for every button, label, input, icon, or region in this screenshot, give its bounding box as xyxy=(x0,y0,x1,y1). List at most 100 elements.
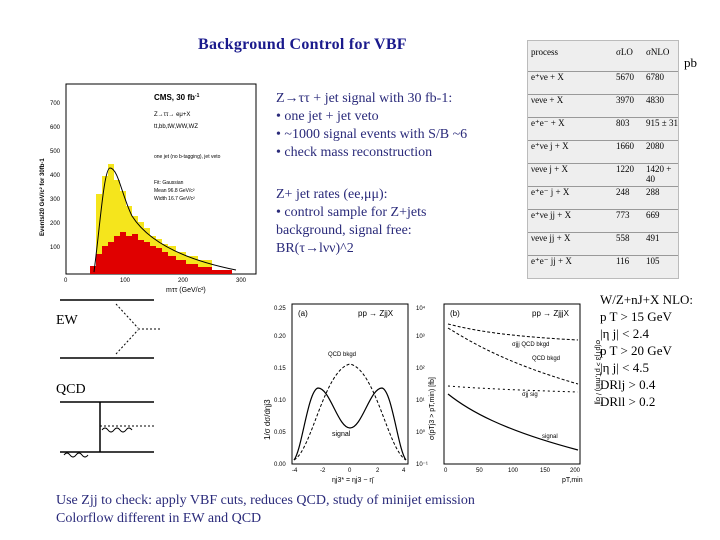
table-row: e⁺e⁻ jj + X 116 105 xyxy=(528,255,678,266)
svg-text:0.00: 0.00 xyxy=(274,462,286,468)
pb-label: pb xyxy=(684,55,697,70)
table-row: νeνe + X 3970 4830 xyxy=(528,94,678,105)
plot-b-panel: (b) xyxy=(450,309,460,318)
table-row: e⁺e⁻ + X 803 915 ± 31 xyxy=(528,117,678,128)
svg-text:400: 400 xyxy=(50,173,61,179)
cms-fit-line-3: Width 16.7 GeV/c² xyxy=(154,196,195,202)
svg-text:10³: 10³ xyxy=(416,334,425,340)
svg-text:100: 100 xyxy=(508,468,519,474)
table-row: e⁺νe j + X 1660 2080 xyxy=(528,140,678,151)
table-row: e⁺e⁻ j + X 248 288 xyxy=(528,186,678,197)
table-row: e⁺νe + X 5670 6780 xyxy=(528,71,678,82)
svg-text:0.15: 0.15 xyxy=(274,366,286,372)
plot-b-xlabel: pT,min xyxy=(562,477,583,484)
svg-text:500: 500 xyxy=(50,149,61,155)
signal-description: Z→ττ + jet signal with 30 fb-1: • one je… xyxy=(276,90,516,162)
plot-a-process: pp → ZjjX xyxy=(358,309,394,318)
plot-b-label-jjj: σjjj QCD bkgd xyxy=(512,342,549,348)
slide-title: Background Control for VBF xyxy=(198,36,407,53)
svg-text:200: 200 xyxy=(50,221,61,227)
svg-text:0: 0 xyxy=(348,468,352,474)
plot-a-panel: (a) xyxy=(298,309,308,318)
qcd-label: QCD xyxy=(56,382,86,397)
cms-x-ticks: 0 100 200 300 xyxy=(64,278,247,284)
zjet-line-3: background, signal free: xyxy=(276,223,412,238)
plot-b-ylabel: σ(pTj3 > pT,min) [fb] xyxy=(429,377,436,440)
plot-b-label-signal: signal xyxy=(542,434,558,440)
table-row: e⁺νe jj + X 773 669 xyxy=(528,209,678,220)
svg-text:100: 100 xyxy=(50,245,61,251)
table-row: νeνe jj + X 558 491 xyxy=(528,232,678,243)
cms-fit-line-1: Fit: Gaussian xyxy=(154,180,184,186)
plot-b-y-ticks: 10⁻¹ 10⁰ 10¹ 10² 10³ 10⁴ xyxy=(416,305,428,468)
feynman-diagrams xyxy=(60,299,162,458)
plot-b-ylabel-right: σ(pTj3 > pT,min) / σjj xyxy=(594,340,601,405)
svg-text:700: 700 xyxy=(50,101,61,107)
cms-y-label: Events/20 GeV/c² for 30fb-1 xyxy=(39,158,46,236)
svg-text:10²: 10² xyxy=(416,366,425,372)
svg-text:600: 600 xyxy=(50,125,61,131)
zjet-rates-description: Z+ jet rates (ee,μμ): • control sample f… xyxy=(276,186,516,258)
plot-a-label-qcd: QCD bkgd xyxy=(328,352,356,358)
plot-b-label-jjsig: σjj sig xyxy=(522,392,538,398)
plot-a-y-ticks: 0.00 0.05 0.10 0.15 0.20 0.25 xyxy=(274,306,286,468)
plot-a-xlabel: ηj3* = ηj3 − η̄ xyxy=(332,477,374,484)
nlo-cross-section-table: process σLO σNLO e⁺νe + X 5670 6780 νeνe +… xyxy=(527,40,679,279)
nlo-line-4: p T > 20 GeV xyxy=(600,343,672,358)
plot-b-x-ticks: 0 50 100 150 200 xyxy=(444,468,581,474)
cms-legend-background: tt,bb,tW,WW,WZ xyxy=(154,124,198,130)
svg-text:10⁰: 10⁰ xyxy=(416,429,426,436)
plot-b-pt-distribution: σ(pTj3 > pT,min) [fb] σ(pTj3 > pT,min) /… xyxy=(416,303,601,484)
svg-text:100: 100 xyxy=(120,278,131,284)
signal-line-4: • check mass reconstruction xyxy=(276,145,433,160)
nlo-line-5: |η j| < 4.5 xyxy=(600,360,649,375)
signal-line-1: Z→ττ + jet signal with 30 fb-1: xyxy=(276,91,453,106)
nlo-line-1: W/Z+nJ+X NLO: xyxy=(600,292,694,307)
bottom-line-1: Use Zjj to check: apply VBF cuts, reduce… xyxy=(56,493,475,508)
svg-text:-4: -4 xyxy=(292,468,298,474)
signal-line-2: • one jet + jet veto xyxy=(276,109,379,124)
plot-a-x-ticks: -4 -2 0 2 4 xyxy=(292,468,406,474)
cms-y-ticks: 100 200 300 400 500 600 700 xyxy=(50,101,61,251)
svg-text:300: 300 xyxy=(236,278,247,284)
table-row: νeνe j + X 1220 1420 + 40 xyxy=(528,163,678,184)
svg-text:0: 0 xyxy=(64,278,68,284)
svg-text:50: 50 xyxy=(476,468,483,474)
cms-x-label: mττ (GeV/c²) xyxy=(166,287,206,294)
svg-text:0.25: 0.25 xyxy=(274,306,286,312)
svg-text:10¹: 10¹ xyxy=(416,398,425,404)
zjet-line-2: • control sample for Z+jets xyxy=(276,205,427,220)
cms-fit-line-2: Mean 96.8 GeV/c² xyxy=(154,188,195,194)
signal-line-3: • ~1000 signal events with S/B ~6 xyxy=(276,127,468,142)
cms-header: CMS, 30 fb-1 xyxy=(154,93,200,102)
svg-text:300: 300 xyxy=(50,197,61,203)
svg-text:200: 200 xyxy=(570,468,581,474)
svg-text:0.10: 0.10 xyxy=(274,398,286,404)
plot-a-ylabel: 1/σ dσ/dηj3 xyxy=(263,399,272,440)
plot-a-eta-distribution: 1/σ dσ/dηj3 (a) pp → ZjjX QCD bkgd signa… xyxy=(263,303,409,484)
zjet-line-1: Z+ jet rates (ee,μμ): xyxy=(276,187,388,202)
svg-text:0: 0 xyxy=(444,468,448,474)
svg-text:200: 200 xyxy=(178,278,189,284)
svg-text:150: 150 xyxy=(540,468,551,474)
nlo-line-6: DRlj > 0.4 xyxy=(600,377,656,392)
cms-mass-histogram: 100 200 300 400 500 600 700 0 100 200 30… xyxy=(36,76,262,298)
plot-a-label-signal: signal xyxy=(332,431,351,438)
nlo-cuts: W/Z+nJ+X NLO: p T > 15 GeV |η j| < 2.4 p… xyxy=(600,291,718,410)
bottom-line-2: Colorflow different in EW and QCD xyxy=(56,511,262,526)
cms-note: one jet (no b-tagging), jet veto xyxy=(154,154,221,160)
svg-text:2: 2 xyxy=(376,468,380,474)
red-histogram xyxy=(90,232,232,274)
plot-b-process: pp → ZjjjX xyxy=(532,309,570,318)
nlo-line-2: p T > 15 GeV xyxy=(600,309,672,324)
plot-b-label-qcd: QCD bkgd xyxy=(532,356,560,362)
gaussian-fit-curve xyxy=(93,167,237,273)
ew-label: EW xyxy=(56,313,78,328)
svg-text:-2: -2 xyxy=(320,468,326,474)
svg-text:0.05: 0.05 xyxy=(274,430,286,436)
svg-text:10⁴: 10⁴ xyxy=(416,305,426,312)
zjet-line-4: BR(τ→lνν)^2 xyxy=(276,241,354,256)
svg-text:0.20: 0.20 xyxy=(274,334,286,340)
cms-legend-signal: Z→ττ→ eμ+X xyxy=(154,112,190,118)
nlo-line-7: DRll > 0.2 xyxy=(600,394,656,409)
